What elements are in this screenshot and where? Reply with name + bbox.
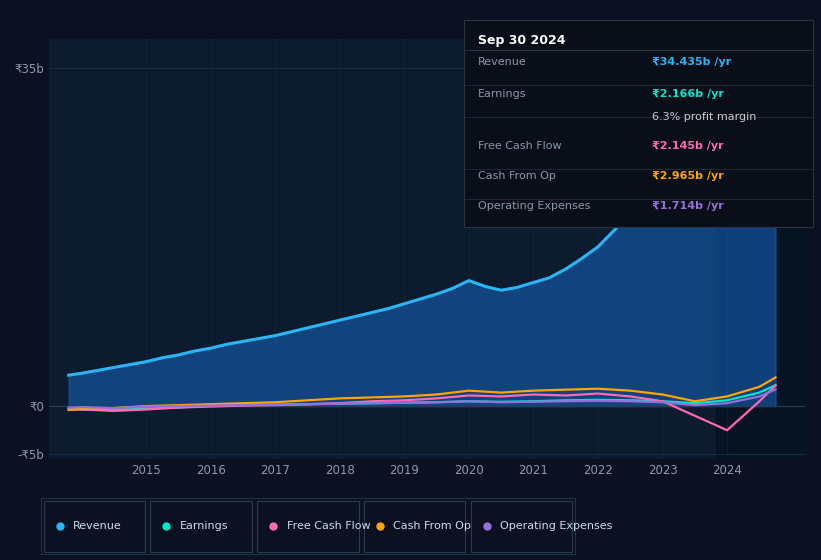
Bar (150, 501, 252, 552)
Text: ₹2.145b /yr: ₹2.145b /yr (653, 141, 724, 151)
Bar (470, 501, 572, 552)
Text: 6.3% profit margin: 6.3% profit margin (653, 112, 757, 122)
Text: Free Cash Flow: Free Cash Flow (287, 521, 370, 531)
Text: ₹2.166b /yr: ₹2.166b /yr (653, 89, 724, 99)
Bar (716, 39, 805, 459)
Text: Cash From Op: Cash From Op (478, 171, 556, 181)
Text: ₹1.714b /yr: ₹1.714b /yr (653, 201, 724, 211)
Text: ₹2.965b /yr: ₹2.965b /yr (653, 171, 724, 181)
Bar (364, 501, 466, 552)
Text: Earnings: Earnings (180, 521, 228, 531)
Text: Free Cash Flow: Free Cash Flow (478, 141, 562, 151)
Text: ₹34.435b /yr: ₹34.435b /yr (653, 57, 732, 67)
Text: Revenue: Revenue (478, 57, 526, 67)
Text: Operating Expenses: Operating Expenses (500, 521, 612, 531)
Text: Earnings: Earnings (478, 89, 526, 99)
Text: Sep 30 2024: Sep 30 2024 (478, 34, 566, 47)
Text: Revenue: Revenue (73, 521, 122, 531)
Bar (44, 501, 145, 552)
Text: Cash From Op: Cash From Op (393, 521, 471, 531)
Text: Operating Expenses: Operating Expenses (478, 201, 590, 211)
Bar (257, 501, 359, 552)
